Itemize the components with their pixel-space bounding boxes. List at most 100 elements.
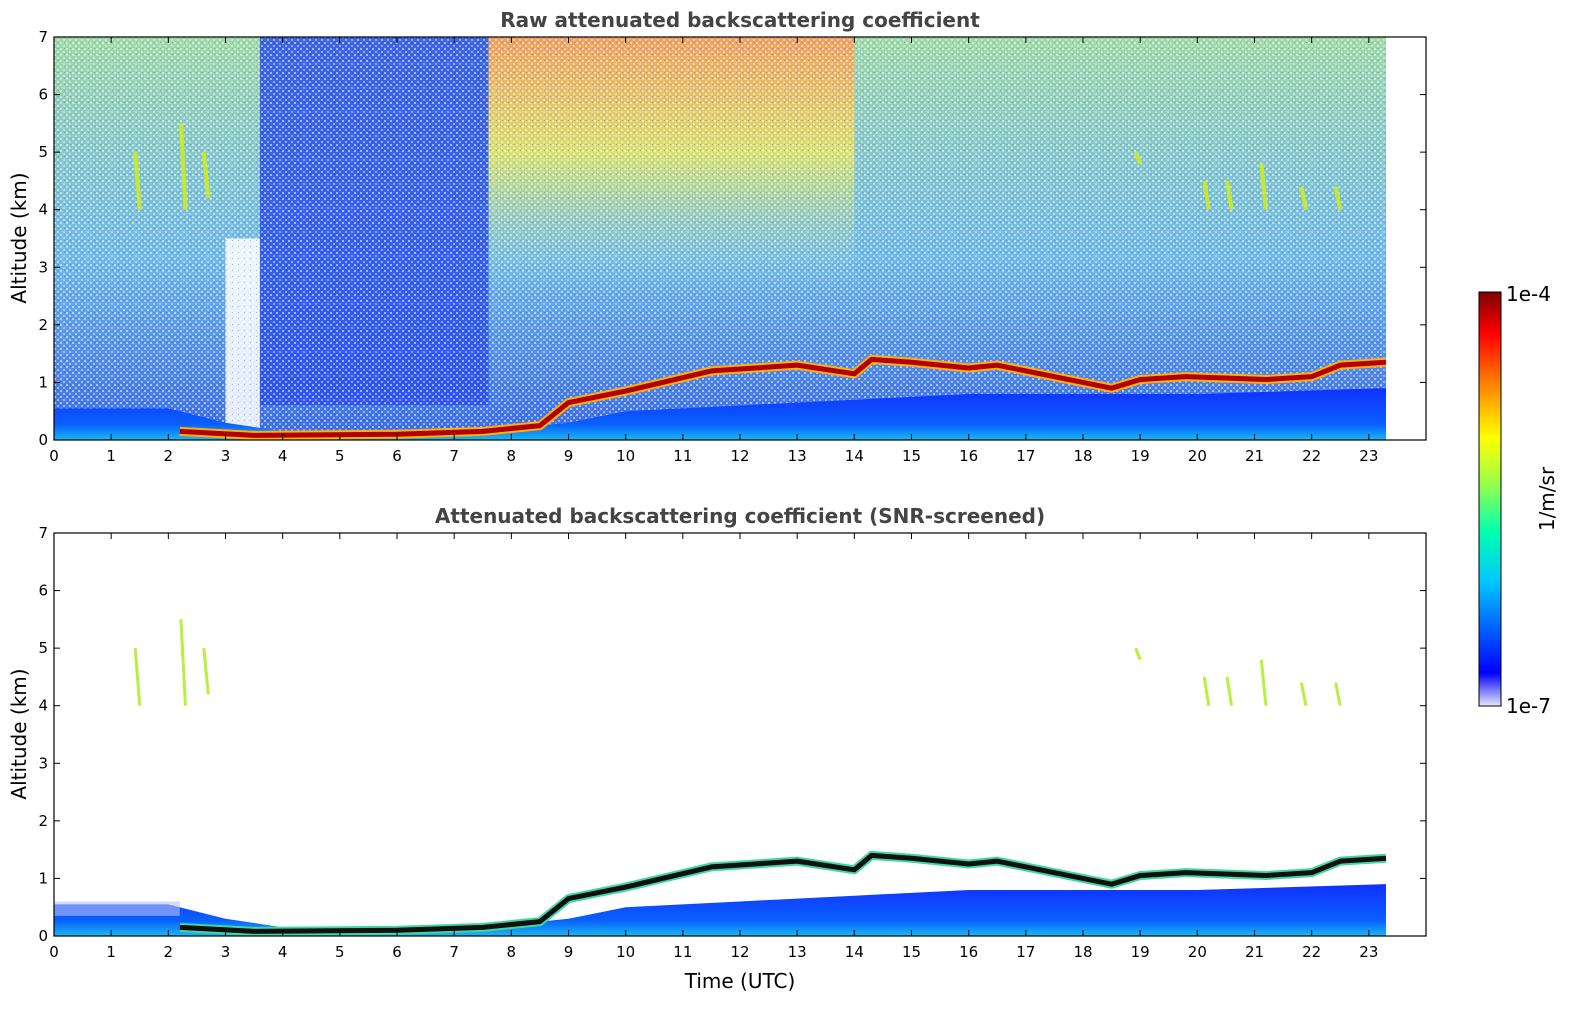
x-tick-label: 11 [673,447,692,465]
raw-backscatter-image [54,37,1387,440]
panel2-y-label: Altitude (km) [7,668,31,799]
x-tick-label: 17 [1016,943,1035,961]
x-tick-label: 23 [1359,943,1378,961]
screened-boundary-layer [54,884,1386,936]
y-tick-label: 2 [38,812,48,830]
cirrus-streak [1333,186,1343,211]
colorbar-gradient [1478,291,1502,707]
panel1-title: Raw attenuated backscattering coefficien… [500,8,980,32]
x-tick-label: 19 [1131,447,1150,465]
screened-cirrus-streak [1299,682,1308,707]
screened-backscatter-image [54,619,1387,936]
x-tick-label: 15 [902,943,921,961]
x-tick-label: 4 [278,943,288,961]
x-tick-label: 21 [1245,447,1264,465]
cirrus-streak [133,151,142,210]
x-tick-label: 18 [1073,447,1092,465]
x-tick-label: 9 [564,447,574,465]
x-tick-label: 0 [49,943,59,961]
cirrus-streak [1299,186,1308,211]
x-tick-label: 3 [221,447,231,465]
cirrus-streak [201,151,211,199]
screened-cirrus-streak [179,619,187,706]
screened-cirrus-streak [1225,676,1234,706]
x-tick-label: 16 [959,943,978,961]
screened-cirrus-streak [1134,647,1142,661]
x-tick-label: 0 [49,447,59,465]
screened-backscatter-panel: Attenuated backscattering coefficient (S… [7,504,1427,993]
y-tick-label: 0 [38,927,48,945]
x-tick-label: 5 [335,943,345,961]
y-tick-label: 3 [38,258,48,276]
panel1-x-axis: 0 1 2 3 4 5 6 7 8 9 10 11 12 13 14 15 16 17 18 19 20 21 22 23 [49,37,1378,465]
y-tick-label: 4 [38,201,48,219]
x-tick-label: 8 [507,943,517,961]
y-tick-label: 5 [38,639,48,657]
y-tick-label: 1 [38,373,48,391]
x-tick-label: 9 [564,943,574,961]
faint-aerosol [54,901,180,916]
cirrus-streak [1133,151,1143,165]
x-tick-label: 18 [1073,943,1092,961]
x-tick-label: 12 [730,447,749,465]
panel2-x-axis: 0 1 2 3 4 5 6 7 8 9 10 11 12 13 14 15 16 17 18 19 20 21 22 23 [49,533,1378,961]
x-tick-label: 4 [278,447,288,465]
cirrus-streak [1225,180,1234,211]
panel2-title: Attenuated backscattering coefficient (S… [435,504,1045,528]
x-tick-label: 6 [392,447,402,465]
x-tick-label: 23 [1359,447,1378,465]
panel1-y-label: Altitude (km) [7,172,31,303]
x-tick-label: 7 [449,447,459,465]
x-tick-label: 21 [1245,943,1264,961]
screened-cirrus-streak [1334,682,1342,707]
y-tick-label: 3 [38,754,48,772]
colorbar-min-label: 1e-7 [1506,694,1551,718]
x-tick-label: 13 [788,943,807,961]
y-tick-label: 2 [38,316,48,334]
y-tick-label: 0 [38,431,48,449]
x-tick-label: 6 [392,943,402,961]
cirrus-streak [178,123,188,210]
x-tick-label: 2 [164,447,174,465]
screened-cirrus-streak [133,648,142,706]
x-tick-label: 14 [845,943,864,961]
panel1-y-axis: 0 1 2 3 4 5 6 7 [38,28,1426,449]
x-tick-label: 3 [221,943,231,961]
cirrus-streak [1202,180,1211,211]
x-tick-label: 16 [959,447,978,465]
y-tick-label: 6 [38,86,48,104]
screened-cirrus-streak [1259,659,1268,706]
x-tick-label: 8 [507,447,517,465]
cirrus-streak [1259,163,1268,210]
x-tick-label: 13 [788,447,807,465]
x-tick-label: 11 [673,943,692,961]
raw-backscatter-panel: Raw attenuated backscattering coefficien… [7,8,1427,465]
cloud-layer [179,356,1387,438]
colorbar-max-label: 1e-4 [1506,282,1551,306]
x-tick-label: 20 [1188,943,1207,961]
x-tick-label: 22 [1302,447,1321,465]
x-tick-label: 1 [106,447,116,465]
x-tick-label: 22 [1302,943,1321,961]
y-tick-label: 1 [38,869,48,887]
x-tick-label: 19 [1131,943,1150,961]
x-tick-label: 12 [730,943,749,961]
x-tick-label: 14 [845,447,864,465]
y-tick-label: 4 [38,697,48,715]
panel2-x-label: Time (UTC) [684,969,796,993]
screened-cloud-layer [179,852,1387,934]
x-tick-label: 2 [164,943,174,961]
x-tick-label: 7 [449,943,459,961]
x-tick-label: 20 [1188,447,1207,465]
y-tick-label: 7 [38,524,48,542]
boundary-layer [54,388,1386,440]
x-tick-label: 10 [616,447,635,465]
x-tick-label: 5 [335,447,345,465]
y-tick-label: 5 [38,143,48,161]
colorbar: 1e-4 1e-7 1/m/sr [1478,282,1559,718]
x-tick-label: 10 [616,943,635,961]
colorbar-unit-label: 1/m/sr [1535,466,1559,531]
y-tick-label: 7 [38,28,48,46]
x-tick-label: 17 [1016,447,1035,465]
